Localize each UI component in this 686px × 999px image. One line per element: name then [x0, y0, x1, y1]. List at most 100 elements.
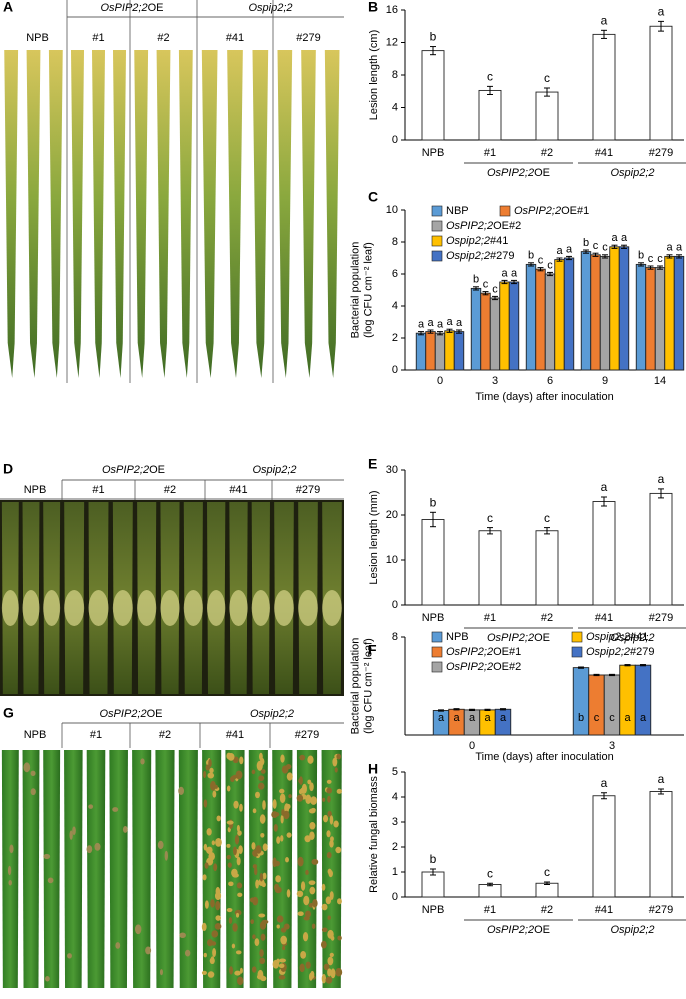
bar	[664, 255, 675, 371]
leaf-spot	[210, 899, 215, 908]
line-label: #2	[164, 484, 176, 496]
leaf-spot	[309, 831, 315, 840]
leaf-spot	[226, 785, 231, 792]
legend-label: Ospip2;2#41	[446, 235, 508, 247]
significance-letter: b	[430, 495, 437, 509]
leaf-spot	[69, 830, 73, 840]
error-bar	[657, 265, 663, 270]
leaf-spot	[236, 882, 243, 889]
x-tick-label: #279	[649, 904, 673, 916]
leaf-spot	[203, 952, 207, 958]
leaf-spot	[47, 877, 54, 884]
leaf-spot	[226, 907, 233, 913]
leaf-spot	[280, 935, 287, 945]
lesion	[160, 590, 180, 626]
error-bar	[484, 708, 491, 711]
x-tick-label: NPB	[422, 612, 445, 624]
significance-letter: a	[640, 712, 647, 724]
significance-letter: a	[484, 712, 491, 724]
lesion	[1, 590, 19, 626]
leaf-spot	[259, 872, 264, 882]
leaf-spot	[254, 867, 258, 876]
error-bar	[482, 291, 489, 296]
leaf-spot	[236, 824, 240, 832]
leaf-spot	[112, 807, 119, 812]
error-bar	[544, 87, 550, 97]
bar	[592, 501, 616, 606]
line-label: #1	[92, 484, 104, 496]
leaf-spot	[201, 970, 207, 975]
x-tick-label: 14	[654, 375, 666, 387]
leaf	[112, 50, 127, 378]
bar	[421, 519, 445, 606]
group-label: Ospip2;2	[610, 167, 654, 179]
y-tick-label: 30	[386, 464, 398, 476]
y-tick-label: 0	[392, 364, 398, 376]
leaf-spot	[255, 879, 259, 889]
leaf-spot	[232, 846, 237, 856]
significance-letter: c	[544, 71, 550, 85]
significance-letter: c	[609, 712, 615, 724]
leaf-spot	[232, 774, 238, 780]
leaf-spot	[329, 891, 334, 900]
line-label: #279	[295, 729, 319, 741]
lesion	[88, 590, 109, 626]
y-axis-label: Bacterial population	[349, 242, 361, 339]
leaf	[91, 50, 106, 378]
bar	[535, 882, 559, 898]
leaf-spot	[300, 951, 307, 959]
bar	[535, 91, 559, 141]
leaf-spot	[308, 972, 313, 981]
group-label: Ospip2;2	[252, 464, 296, 476]
error-bar	[658, 20, 664, 32]
bar	[673, 255, 685, 371]
leaf-spot	[312, 898, 318, 908]
leaf-spot	[235, 950, 242, 955]
error-bar	[418, 331, 424, 336]
bar	[470, 287, 482, 371]
x-tick-label: #2	[541, 147, 553, 159]
y-tick-label: 4	[392, 791, 398, 803]
error-bar	[658, 488, 664, 499]
leaf	[201, 50, 218, 378]
leaf-spot	[336, 753, 342, 760]
significance-letter: c	[547, 259, 553, 271]
bar	[478, 884, 502, 898]
leaf	[277, 50, 293, 378]
leaf-spot	[226, 843, 231, 848]
line-label: #41	[226, 729, 244, 741]
leaf-spot	[227, 862, 232, 868]
significance-letter: c	[544, 865, 550, 879]
lesion	[183, 590, 203, 626]
leaf-spot	[30, 788, 36, 796]
leaf-spot	[43, 853, 51, 859]
leaf-spot	[229, 966, 234, 975]
leaf-spot	[311, 923, 316, 929]
error-bar	[593, 673, 600, 677]
bar	[421, 50, 445, 141]
leaf	[296, 750, 318, 988]
error-bar	[437, 331, 443, 336]
bar	[590, 254, 601, 371]
line-label: #41	[229, 484, 247, 496]
significance-letter: b	[528, 250, 534, 262]
leaf-spot	[228, 917, 233, 924]
leaf-spot	[261, 919, 269, 924]
leaf-spot	[88, 804, 94, 809]
error-bar	[556, 257, 563, 262]
error-bar	[609, 673, 615, 677]
error-bar	[602, 254, 608, 259]
leaf-spot	[302, 932, 309, 942]
leaf-spot	[286, 832, 292, 838]
leaf-spot	[326, 851, 332, 859]
leaf-spot	[259, 757, 265, 766]
leaf-spot	[235, 912, 240, 918]
leaf-spot	[311, 858, 319, 865]
legend-label: Ospip2;2#41	[586, 631, 648, 643]
significance-letter: c	[544, 511, 550, 525]
legend-label: OsPIP2;2OE#1	[446, 646, 521, 658]
legend-label: OsPIP2;2OE#2	[446, 220, 521, 232]
leaf-spot	[279, 793, 286, 804]
group-label: OsPIP2;2OE	[487, 167, 550, 179]
leaf	[178, 50, 193, 378]
